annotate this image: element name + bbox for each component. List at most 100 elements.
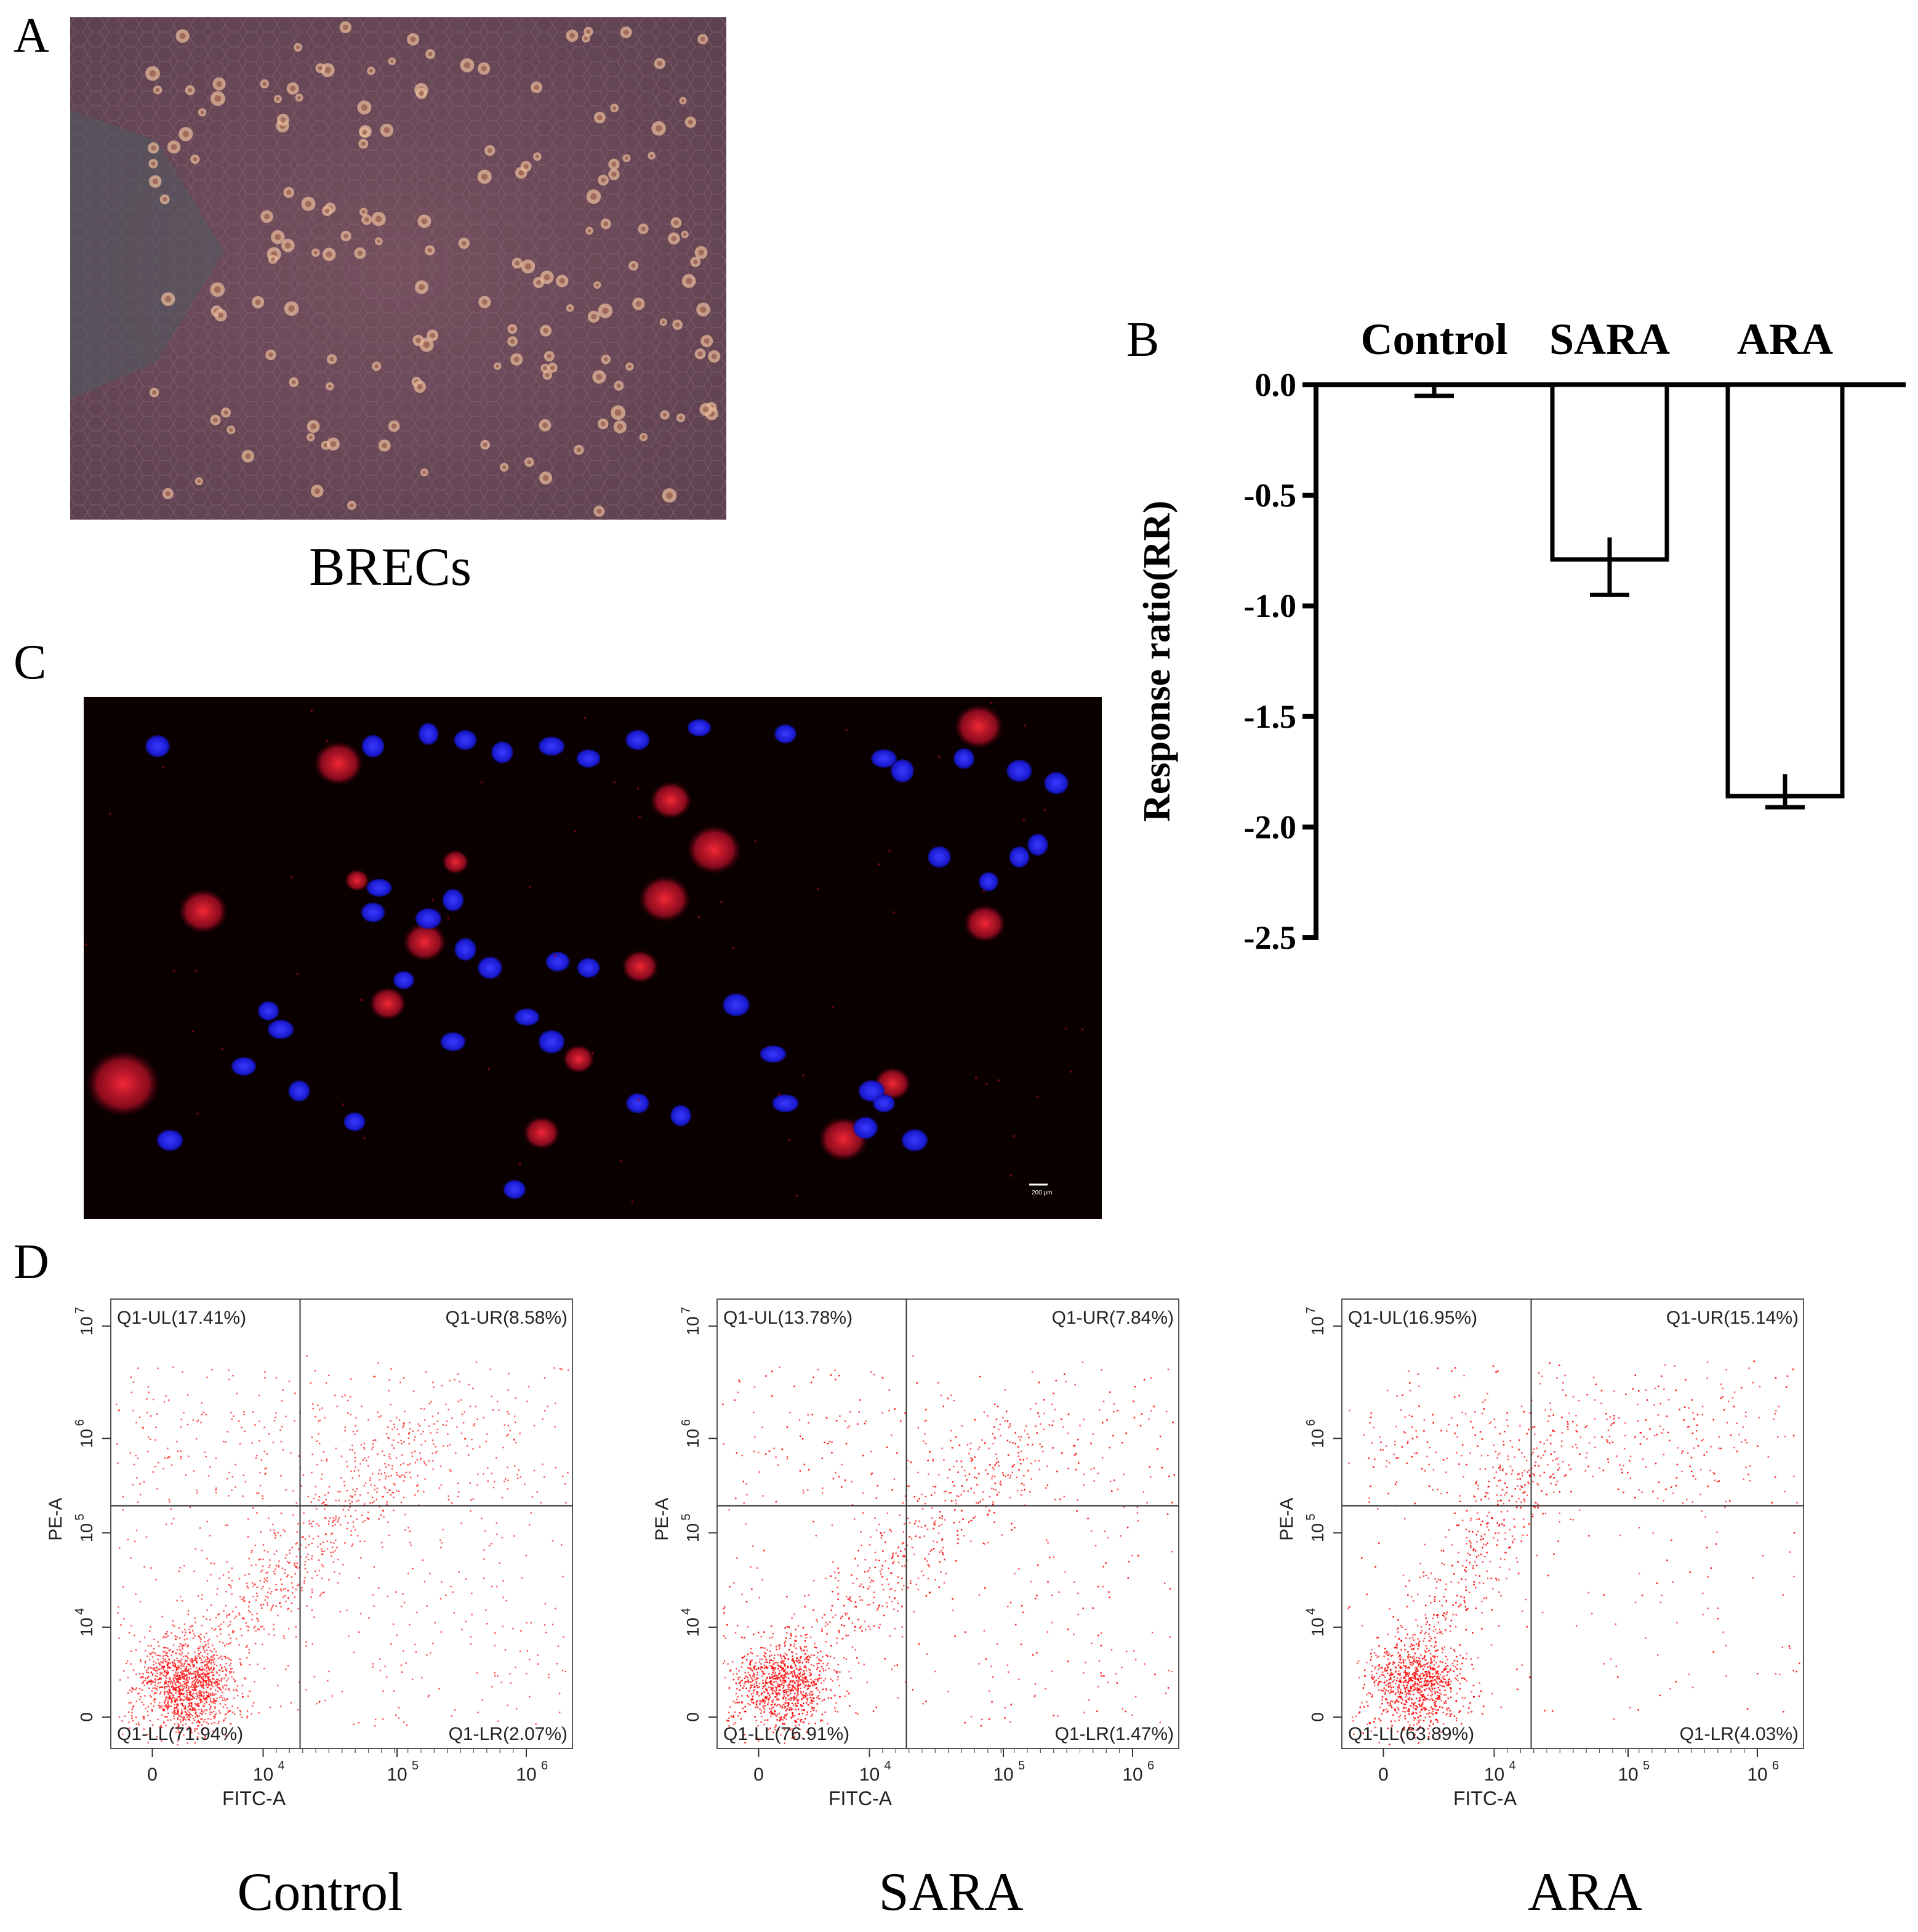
scatter-point	[295, 1566, 297, 1568]
brightfield-micrograph	[70, 17, 726, 520]
scatter-point	[358, 1470, 359, 1471]
scatter-point	[950, 1395, 952, 1396]
scatter-point	[185, 1675, 187, 1677]
scatter-point	[537, 1654, 539, 1656]
scatter-point	[847, 1634, 849, 1636]
scatter-point	[176, 1441, 178, 1443]
scatter-point	[247, 1630, 249, 1632]
scatter-point	[544, 1410, 546, 1412]
scatter-point	[215, 1617, 217, 1619]
scatter-point	[364, 1540, 366, 1542]
scatter-point	[793, 1736, 796, 1738]
scatter-point	[193, 1720, 196, 1721]
scatter-point	[177, 1686, 179, 1688]
scatter-point	[958, 1521, 961, 1523]
scatter-point	[217, 1686, 219, 1688]
scatter-point	[125, 1662, 127, 1665]
scatter-point	[491, 1395, 492, 1398]
scatter-point	[904, 1548, 906, 1550]
scatter-point	[1020, 1494, 1022, 1496]
blue-nucleus	[361, 902, 385, 923]
scatter-point	[165, 1705, 167, 1707]
scatter-point	[745, 1523, 747, 1525]
scatter-point	[238, 1612, 240, 1614]
scatter-point	[772, 1633, 774, 1635]
scatter-point	[461, 1413, 463, 1415]
scatter-point	[351, 1501, 353, 1503]
scatter-point	[191, 1709, 193, 1711]
scatter-point	[188, 1702, 190, 1705]
scatter-point	[917, 1577, 920, 1579]
scatter-point	[204, 1651, 206, 1653]
scatter-point	[147, 1386, 149, 1388]
scatter-point	[189, 1716, 191, 1718]
scatter-point	[747, 1626, 748, 1628]
scatter-point	[996, 1457, 998, 1460]
scatter-point	[779, 1704, 780, 1706]
scatter-point	[371, 1473, 374, 1475]
scatter-point	[978, 1663, 980, 1665]
scatter-point	[259, 1484, 262, 1487]
scatter-point	[526, 1673, 528, 1675]
scatter-point	[173, 1711, 175, 1713]
scatter-point	[204, 1703, 206, 1705]
scatter-point	[213, 1717, 215, 1719]
scatter-point	[535, 1723, 537, 1725]
scatter-point	[209, 1697, 212, 1700]
scatter-point	[179, 1715, 180, 1717]
scatter-point	[206, 1670, 208, 1672]
scatter-point	[262, 1497, 264, 1500]
scatter-point	[266, 1453, 268, 1455]
blue-nucleus	[156, 1129, 183, 1151]
scatter-point	[171, 1701, 173, 1703]
scatter-point	[354, 1457, 356, 1459]
scatter-point	[168, 1499, 170, 1500]
scatter-point	[171, 1705, 172, 1707]
blue-nucleus	[1044, 771, 1069, 795]
scatter-point	[837, 1676, 839, 1678]
scatter-point	[169, 1500, 171, 1503]
bright-cell-core	[461, 241, 467, 246]
red-cell	[523, 1116, 560, 1149]
scatter-point	[239, 1711, 242, 1713]
scatter-point	[796, 1700, 799, 1702]
bright-cell-core	[631, 264, 636, 268]
scatter-point	[176, 1679, 178, 1681]
scatter-point	[1023, 1475, 1025, 1477]
scatter-point	[933, 1522, 935, 1524]
scatter-point	[225, 1668, 227, 1670]
scatter-point	[775, 1724, 777, 1726]
bright-cell-core	[390, 59, 394, 63]
scatter-point	[476, 1672, 478, 1674]
scatter-point	[227, 1431, 228, 1433]
scatter-point	[282, 1449, 284, 1451]
scatter-point	[879, 1570, 881, 1572]
scatter-point	[201, 1402, 203, 1404]
red-cell	[369, 987, 406, 1020]
scatter-point	[446, 1420, 448, 1422]
y-tick-exponent: 4	[73, 1608, 87, 1615]
scatter-point	[412, 1430, 414, 1432]
scatter-point	[387, 1436, 389, 1439]
scatter-point	[983, 1630, 985, 1632]
scatter-point	[189, 1713, 191, 1715]
scatter-point	[169, 1667, 172, 1669]
scatter-point	[496, 1533, 498, 1536]
scatter-point	[204, 1737, 206, 1739]
red-cell	[650, 781, 692, 819]
scatter-point	[751, 1669, 753, 1672]
scatter-point	[265, 1579, 267, 1581]
scatter-point	[183, 1693, 185, 1695]
scatter-point	[937, 1382, 939, 1384]
scatter-point	[318, 1499, 319, 1501]
scatter-point	[183, 1635, 186, 1636]
scatter-point	[213, 1715, 215, 1717]
x-tick-exponent: 4	[278, 1759, 285, 1773]
scatter-point	[201, 1414, 203, 1415]
scatter-point	[172, 1678, 174, 1680]
scatter-point	[205, 1673, 207, 1676]
scatter-point	[328, 1486, 331, 1488]
scatter-point	[216, 1680, 219, 1683]
scatter-point	[123, 1617, 125, 1620]
scatter-point	[370, 1484, 372, 1486]
